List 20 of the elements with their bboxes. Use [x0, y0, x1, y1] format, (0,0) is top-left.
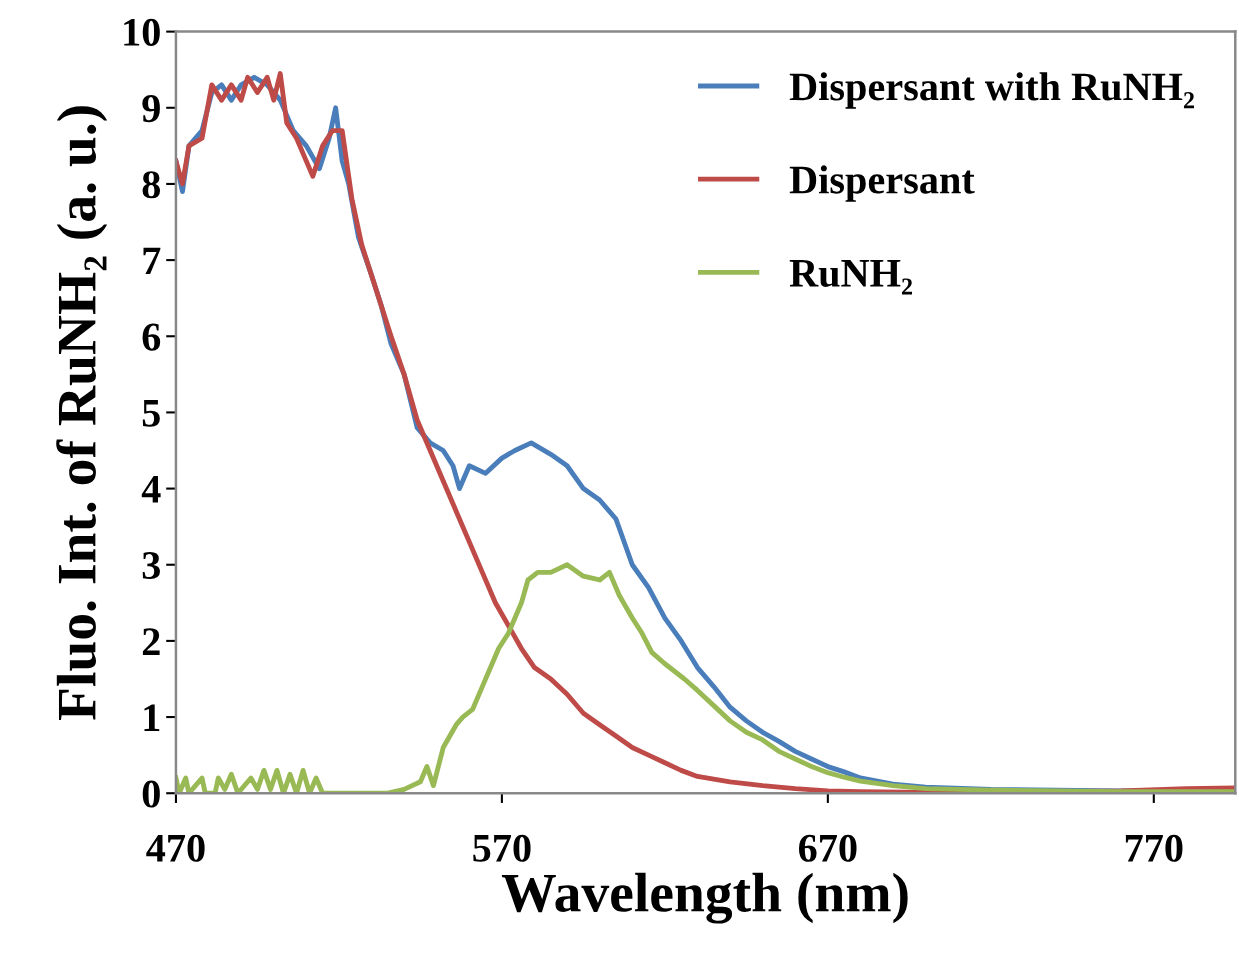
y-tick-label: 5 — [142, 400, 160, 427]
x-axis-title: Wavelength (nm) — [501, 872, 908, 924]
y-tick-label: 0 — [142, 780, 160, 808]
x-tick-label: 570 — [473, 834, 531, 862]
y-tick-label: 3 — [142, 552, 160, 580]
y-tick-label: 6 — [142, 323, 161, 351]
y-axis-title: Fluo. Int. of RuNH₂ (a. u.) — [56, 106, 108, 720]
y-tick-label: 4 — [141, 476, 161, 503]
y-tick-label: 10 — [124, 18, 160, 46]
x-tick-label: 470 — [146, 834, 205, 862]
x-tick-label: 670 — [799, 834, 857, 862]
legend-label: Dispersant — [789, 165, 975, 202]
x-tick-label: 770 — [1125, 834, 1183, 862]
y-tick-label: 8 — [142, 171, 161, 199]
legend-label: Dispersant with RuNH₂ — [789, 72, 1194, 109]
y-tick-label: 1 — [144, 704, 160, 732]
y-tick-label: 9 — [142, 95, 160, 123]
y-tick-label: 2 — [142, 628, 160, 655]
legend-label: RuNH₂ — [789, 260, 913, 295]
y-tick-label: 7 — [143, 247, 161, 275]
